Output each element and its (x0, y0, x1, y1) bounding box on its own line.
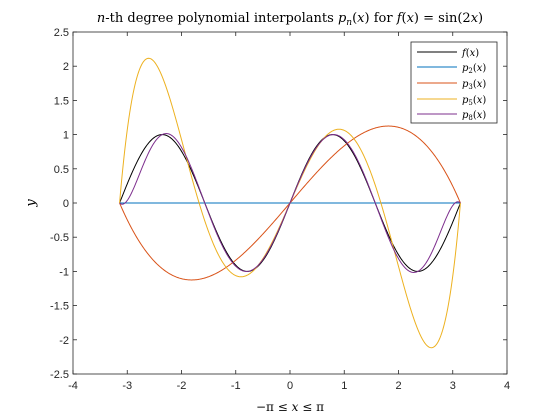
y-tick-label: -2 (59, 335, 69, 347)
y-tick-label: 2 (63, 61, 69, 73)
svg-text:p2(x): p2(x) (462, 63, 486, 75)
x-tick-label: -1 (231, 380, 241, 392)
x-axis-ticks: -4 -3 -2 -1 0 1 2 3 4 (68, 32, 510, 392)
x-tick-label: 4 (504, 380, 510, 392)
x-tick-label: -3 (122, 380, 132, 392)
svg-text:p3(x): p3(x) (462, 79, 486, 91)
y-tick-label: -0.5 (50, 232, 69, 244)
legend-entry-p8: p8(x) (417, 110, 486, 122)
x-tick-label: 0 (287, 380, 293, 392)
x-tick-label: -4 (68, 380, 78, 392)
series-lines (119, 57, 461, 349)
series-line-p8x (119, 133, 461, 273)
y-tick-label: -2.5 (50, 369, 69, 381)
legend-entry-p2: p2(x) (417, 63, 486, 75)
legend: f(x) p2(x) p3(x) p5(x) p8(x) (410, 41, 498, 124)
y-tick-label: 1.5 (54, 95, 69, 107)
y-tick-label: 0 (63, 198, 69, 210)
y-tick-label: 1 (63, 130, 69, 142)
y-tick-label: -1.5 (50, 301, 69, 313)
x-tick-label: 3 (450, 380, 456, 392)
legend-entry-p5: p5(x) (417, 95, 486, 107)
legend-entry-p3: p3(x) (417, 79, 486, 91)
y-tick-label: 2.5 (54, 27, 69, 39)
x-tick-label: 2 (395, 380, 401, 392)
y-axis-label: y (24, 199, 39, 208)
svg-text:p5(x): p5(x) (462, 95, 486, 107)
legend-entry-f: f(x) (417, 48, 479, 59)
y-tick-label: -1 (59, 266, 69, 278)
y-tick-label: 0.5 (54, 164, 69, 176)
svg-text:p8(x): p8(x) (462, 110, 486, 122)
x-axis-label: −π ≤ x ≤ π (256, 400, 324, 414)
x-tick-label: -2 (177, 380, 187, 392)
svg-text:f(x): f(x) (461, 48, 479, 59)
y-axis-ticks: -2.5 -2 -1.5 -1 -0.5 0 0.5 1 1.5 2 2.5 (50, 27, 507, 381)
x-tick-label: 1 (341, 380, 347, 392)
chart-title: n-th degree polynomial interpolants pn(x… (97, 11, 483, 28)
